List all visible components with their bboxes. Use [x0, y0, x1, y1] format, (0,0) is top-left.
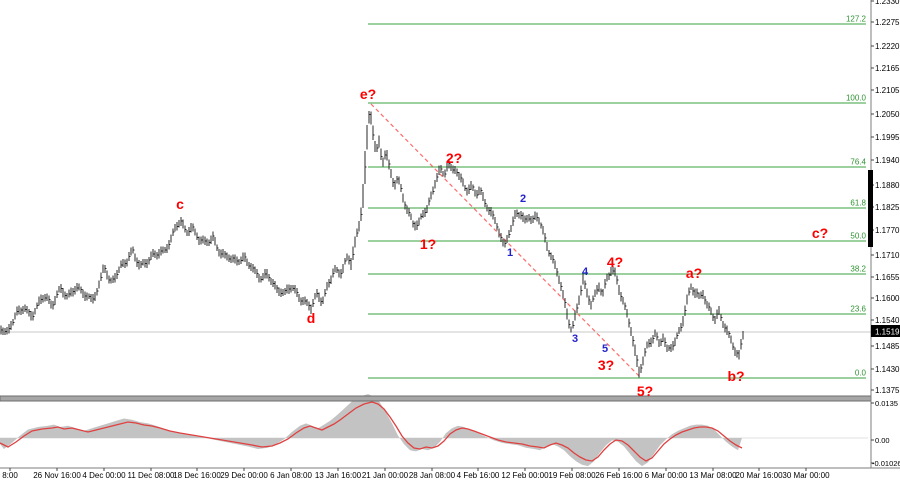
wave-label-red: b? — [727, 368, 744, 384]
time-axis-label: 30 Mar 00:00 — [782, 471, 830, 480]
wave-label-red: c — [176, 196, 184, 212]
time-axis-label: 4 Dec 00:00 — [82, 471, 126, 480]
indicator-axis-label: 0.0135 — [875, 399, 898, 408]
current-price-badge-text: 1.1519 — [875, 328, 900, 337]
price-axis[interactable]: 1.2330 1.2275 1.2220 1.2165 1.2105 1.2050 1.19… — [871, 0, 900, 468]
wave-label-red: a? — [686, 265, 702, 281]
price-axis-label: 1.2050 — [875, 110, 900, 119]
time-axis-label: 12 Feb 00:00 — [501, 471, 549, 480]
time-axis-label: 26 Feb 16:00 — [595, 471, 643, 480]
time-axis-label: 19 Feb 08:00 — [548, 471, 596, 480]
time-axis-label: 13 Mar 08:00 — [689, 471, 737, 480]
fibonacci-level-label: 0.0 — [855, 369, 867, 378]
time-axis-label: 8:00 — [2, 471, 18, 480]
fibonacci-level-label: 127.2 — [846, 15, 867, 24]
oscillator-signal-line — [0, 401, 743, 462]
price-axis-label: 1.1710 — [875, 251, 900, 260]
wave-label-blue: 1 — [507, 247, 513, 259]
wave-label-blue: 4 — [582, 266, 589, 278]
wave-label-blue: 2 — [520, 193, 526, 205]
time-axis-label: 11 Dec 08:00 — [128, 471, 176, 480]
wave-label-red: 1? — [420, 236, 436, 252]
panel-separator[interactable] — [0, 395, 872, 402]
time-axis-label: 28 Jan 08:00 — [409, 471, 456, 480]
wave-label-blue: 5 — [602, 343, 608, 355]
price-axis-label: 1.1940 — [875, 156, 900, 165]
time-axis-label: 21 Jan 00:00 — [362, 471, 409, 480]
axis-range-marker — [868, 170, 873, 247]
price-axis-label: 1.1825 — [875, 203, 900, 212]
time-axis[interactable]: 8:00 26 Nov 16:00 4 Dec 00:00 11 Dec 08:001… — [2, 468, 830, 480]
price-axis-label: 1.1485 — [875, 342, 900, 351]
wave-label-red: d — [307, 310, 316, 326]
price-axis-label: 1.2165 — [875, 64, 900, 73]
time-axis-label: 6 Mar 00:00 — [645, 471, 688, 480]
wave-label-blue: 3 — [572, 333, 578, 345]
time-axis-label: 13 Jan 16:00 — [315, 471, 362, 480]
time-axis-label: 20 Mar 16:00 — [735, 471, 783, 480]
price-axis-label: 1.1375 — [875, 386, 900, 395]
price-axis-label: 1.1770 — [875, 226, 900, 235]
price-axis-label: 1.1655 — [875, 273, 900, 282]
fibonacci-level-label: 100.0 — [846, 94, 867, 103]
fibonacci-level-label: 76.4 — [850, 158, 866, 167]
current-price-badge — [871, 325, 900, 337]
wave-label-red: e? — [360, 86, 376, 102]
wave-annotations: c d e? 2? 1? 4? 3? 5? a? b? c? 2 1 4 3 5 — [176, 86, 828, 399]
price-axis-label: 1.2330 — [875, 0, 900, 6]
fibonacci-level-label: 23.6 — [850, 305, 866, 314]
price-axis-label: 1.1600 — [875, 294, 900, 303]
price-candles[interactable] — [0, 111, 744, 378]
oscillator-histogram-area — [0, 394, 742, 467]
price-axis-label: 1.1880 — [875, 181, 900, 190]
price-axis-label: 1.2275 — [875, 18, 900, 27]
fibonacci-level-label: 38.2 — [850, 265, 866, 274]
wave-label-red: 5? — [637, 383, 653, 399]
time-axis-label: 4 Feb 16:00 — [457, 471, 500, 480]
fibonacci-level-label: 61.8 — [850, 199, 866, 208]
price-axis-label: 1.1540 — [875, 316, 900, 325]
wave-label-red: c? — [812, 225, 828, 241]
time-axis-label: 29 Dec 00:00 — [220, 471, 268, 480]
wave-label-red: 3? — [598, 357, 614, 373]
indicator-axis-label: -0.01026 — [872, 459, 900, 468]
price-axis-label: 1.2220 — [875, 42, 900, 51]
fibonacci-level-label: 50.0 — [850, 232, 866, 241]
price-axis-label: 1.2105 — [875, 86, 900, 95]
time-axis-label: 26 Nov 16:00 — [33, 471, 81, 480]
time-axis-label: 6 Jan 08:00 — [270, 471, 312, 480]
time-axis-label: 18 Dec 16:00 — [173, 471, 221, 480]
indicator-axis-label: 0.00 — [875, 436, 890, 445]
price-axis-label: 1.1995 — [875, 133, 900, 142]
fibonacci-retracement: 127.2 100.0 76.4 61.8 50.0 38.2 23.6 0.0 — [368, 15, 867, 379]
wave-label-red: 2? — [446, 150, 462, 166]
price-axis-label: 1.1430 — [875, 365, 900, 374]
wave-label-red: 4? — [607, 254, 623, 270]
oscillator-panel[interactable] — [0, 394, 868, 467]
